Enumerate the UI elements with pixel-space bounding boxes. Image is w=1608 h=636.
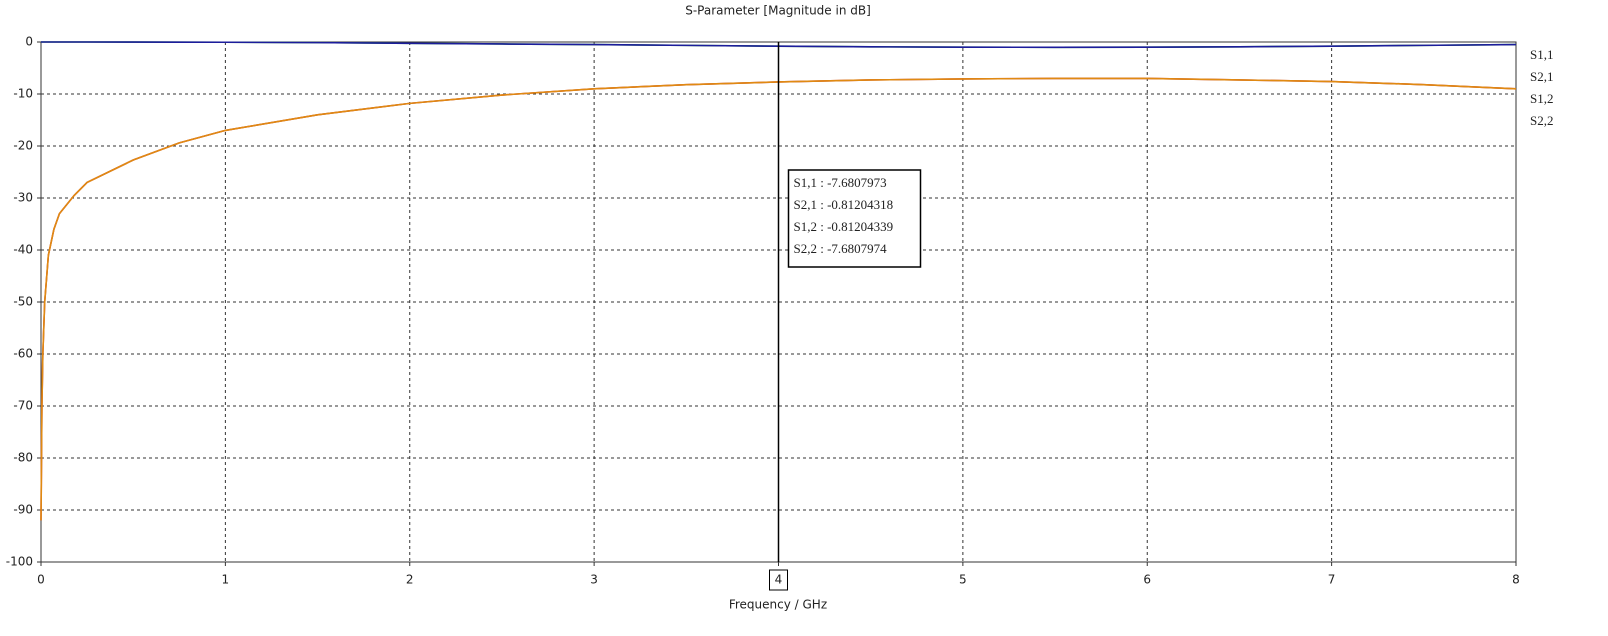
x-tick-label: 2 [406,573,414,587]
y-tick-label: -100 [6,555,33,569]
x-tick-label: 0 [37,573,45,587]
series-line [40,77,1517,521]
x-axis-label: Frequency / GHz [729,598,827,612]
y-tick-label: -70 [13,399,33,413]
x-tick-label: 1 [222,573,230,587]
y-tick-label: 0 [25,35,33,49]
y-tick-label: -90 [13,503,33,517]
chart-title: S-Parameter [Magnitude in dB] [685,4,871,18]
readout: S1,1 : -7.6807973 [794,175,887,190]
x-tick-label: 6 [1143,573,1151,587]
marker-label: 4 [775,573,783,587]
series-line [41,41,1517,49]
x-tick-label: 8 [1512,573,1520,587]
readout: S2,1 : -0.81204318 [794,197,894,212]
x-tick-label: 5 [959,573,967,587]
x-tick-label: 3 [590,573,598,587]
x-tick-label: 7 [1328,573,1336,587]
y-tick-label: -20 [13,139,33,153]
y-tick-label: -30 [13,191,33,205]
readout-box [787,169,922,268]
marker-label-box [769,569,788,591]
readout: S1,2 : -0.81204339 [794,219,894,234]
y-tick-label: -60 [13,347,33,361]
readout: S2,2 : -7.6807974 [794,241,888,256]
y-tick-label: -50 [13,295,33,309]
y-tick-label: -10 [13,87,33,101]
y-tick-label: -80 [13,451,33,465]
legend-entry: S2,1 [1530,69,1553,84]
legend-entry: S1,1 [1530,47,1553,62]
y-tick-label: -40 [13,243,33,257]
legend-entry: S2,2 [1530,113,1553,128]
legend-entry: S1,2 [1530,91,1553,106]
